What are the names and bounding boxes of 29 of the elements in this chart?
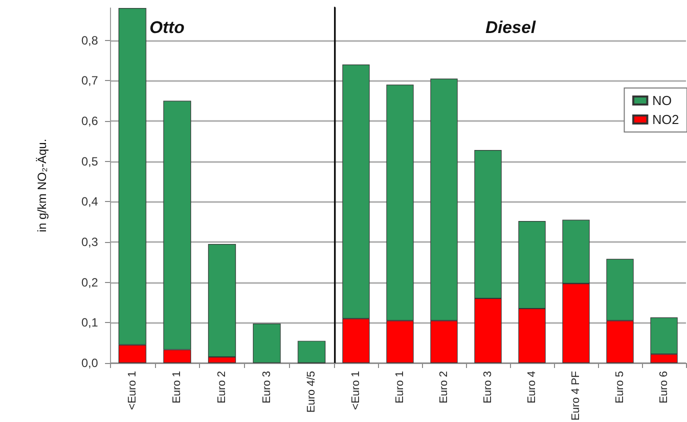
legend-label: NO2 (652, 112, 680, 127)
y-axis-title: in g/km NO₂-Äqu. (35, 138, 49, 232)
x-tick-label: Euro 6 (658, 371, 670, 404)
y-tick-label: 0,3 (81, 234, 98, 249)
x-tick-label: Euro 2 (438, 371, 450, 404)
x-tick-label: Euro 5 (614, 371, 626, 404)
y-tick-label: 0,1 (81, 316, 98, 330)
x-tick-label: Euro 4 (526, 371, 538, 404)
y-tick-label: 0,5 (81, 154, 98, 168)
y-tick-label: 0,6 (81, 114, 98, 128)
bar (298, 340, 326, 363)
bar (252, 323, 281, 363)
y-tick-label: 0,0 (81, 356, 98, 370)
x-tick-label: Euro 2 (216, 371, 228, 404)
x-tick-label: Euro 1 (171, 371, 184, 404)
x-tick-label: <Euro 1 (126, 371, 138, 410)
text: Otto (150, 18, 184, 37)
x-tick-label: Euro 3 (260, 371, 273, 404)
y-tick-label: 0,8 (81, 33, 98, 48)
y-tick-label: 0,4 (81, 194, 98, 209)
y-tick-label: 0,2 (81, 275, 98, 290)
x-tick-label: Euro 3 (482, 371, 494, 404)
legend-label: NO (652, 93, 672, 108)
x-tick-label: <Euro 1 (350, 371, 362, 410)
x-tick-label: Euro 4/5 (306, 371, 318, 413)
y-tick-label: 0,7 (81, 74, 98, 88)
text: Diesel (485, 18, 537, 37)
x-tick-label: Euro 1 (394, 371, 406, 404)
x-tick-label: Euro 4 PF (570, 370, 582, 421)
